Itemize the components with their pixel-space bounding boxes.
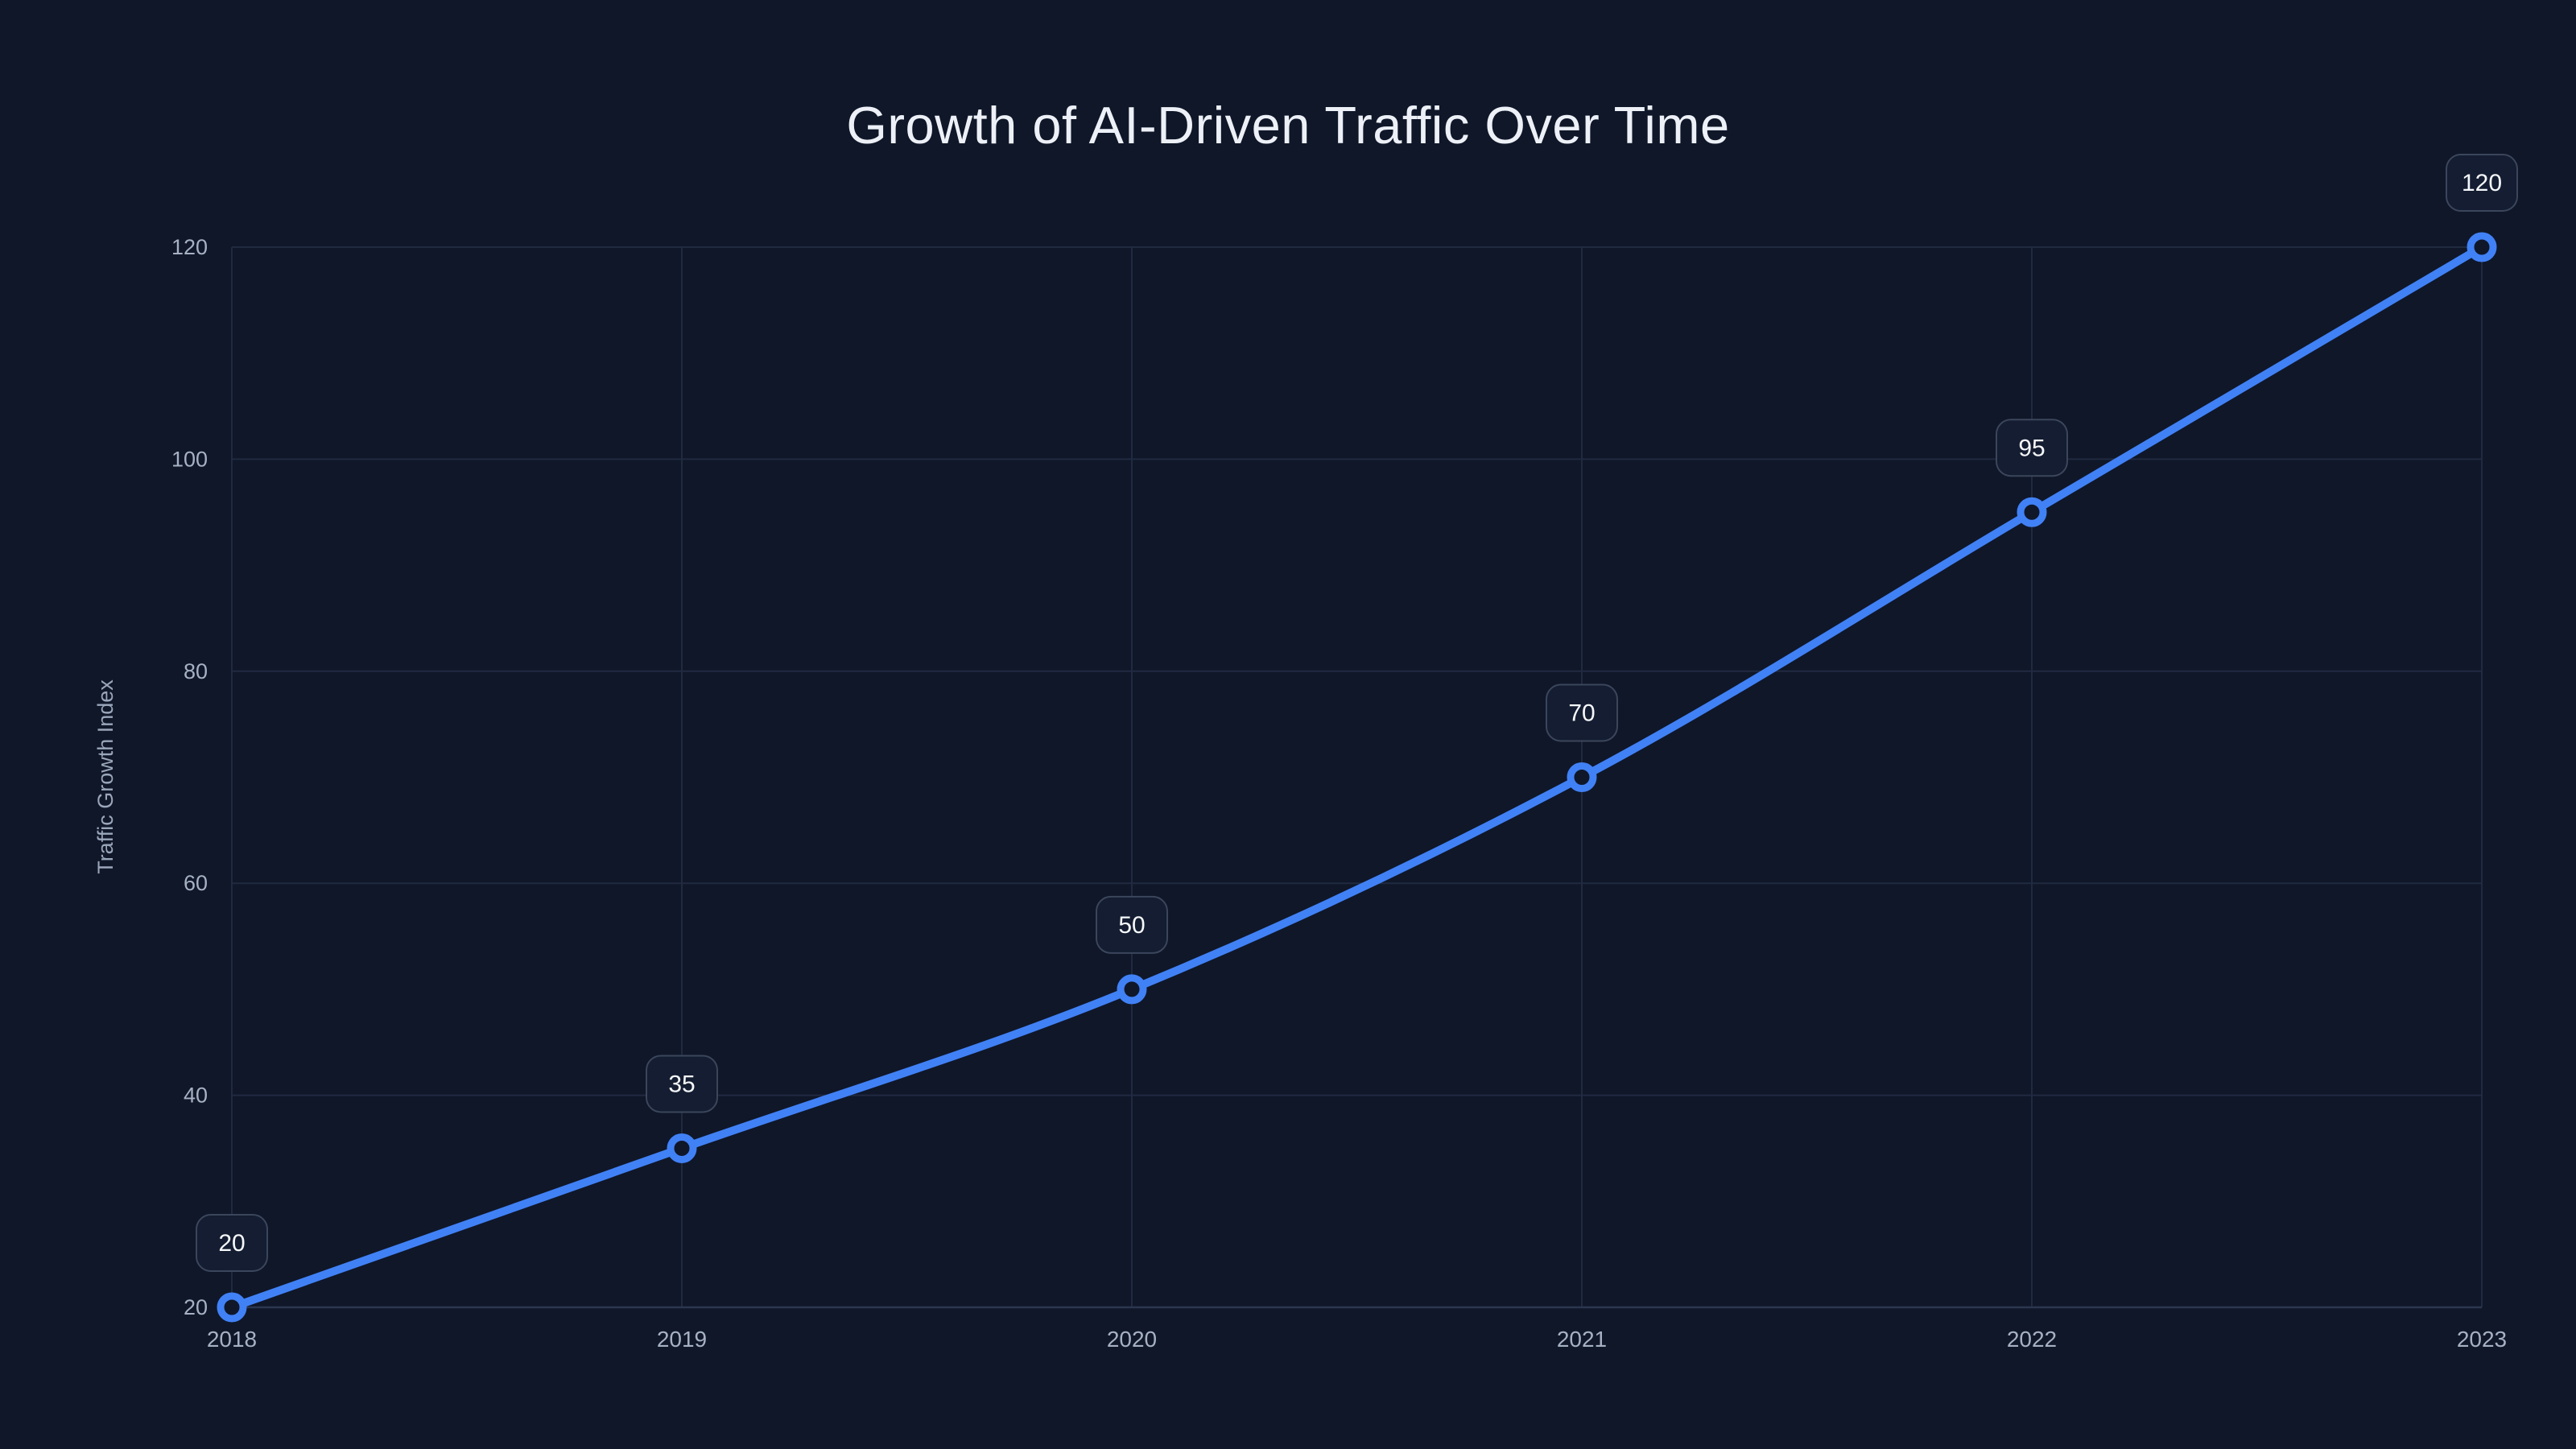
data-point [1567,762,1597,792]
x-tick-label: 2018 [207,1327,257,1352]
value-badge [2446,154,2518,212]
data-point [2467,232,2497,262]
value-badge [196,1214,268,1272]
y-tick-label: 60 [184,871,208,895]
value-badge-label: 95 [2018,435,2045,461]
y-axis-title: Traffic Growth Index [93,679,118,874]
value-badge-label: 70 [1568,700,1595,727]
value-badge [1546,683,1618,742]
data-point [2017,497,2047,527]
value-badge [1996,419,2068,477]
data-point [217,1292,247,1323]
x-tick-label: 2019 [657,1327,707,1352]
chart-title: Growth of AI-Driven Traffic Over Time [846,96,1730,155]
y-axis-tick-labels: 20 40 60 80 100 120 [171,235,208,1319]
data-point [667,1133,697,1163]
gridlines [231,246,2483,1308]
x-tick-label: 2022 [2007,1327,2057,1352]
y-tick-label: 20 [184,1295,208,1319]
value-badge-label: 120 [2462,170,2502,196]
value-badge-label: 35 [668,1071,695,1097]
x-tick-label: 2020 [1107,1327,1157,1352]
y-tick-label: 40 [184,1084,208,1108]
value-badge [646,1055,718,1113]
y-tick-label: 80 [184,659,208,683]
value-badge-label: 20 [218,1230,245,1257]
x-tick-label: 2021 [1557,1327,1607,1352]
data-point [1117,974,1147,1005]
y-tick-label: 120 [171,235,208,259]
value-badge [1096,895,1168,954]
x-axis-tick-labels: 2018 2019 2020 2021 2022 2023 [207,1327,2507,1352]
line-series [228,243,2486,1311]
x-tick-label: 2023 [2457,1327,2507,1352]
value-badge-label: 50 [1118,912,1145,939]
point-value-badges: 20 35 50 70 95 120 [196,154,2518,1272]
data-points [217,232,2497,1323]
y-tick-label: 100 [171,447,208,471]
